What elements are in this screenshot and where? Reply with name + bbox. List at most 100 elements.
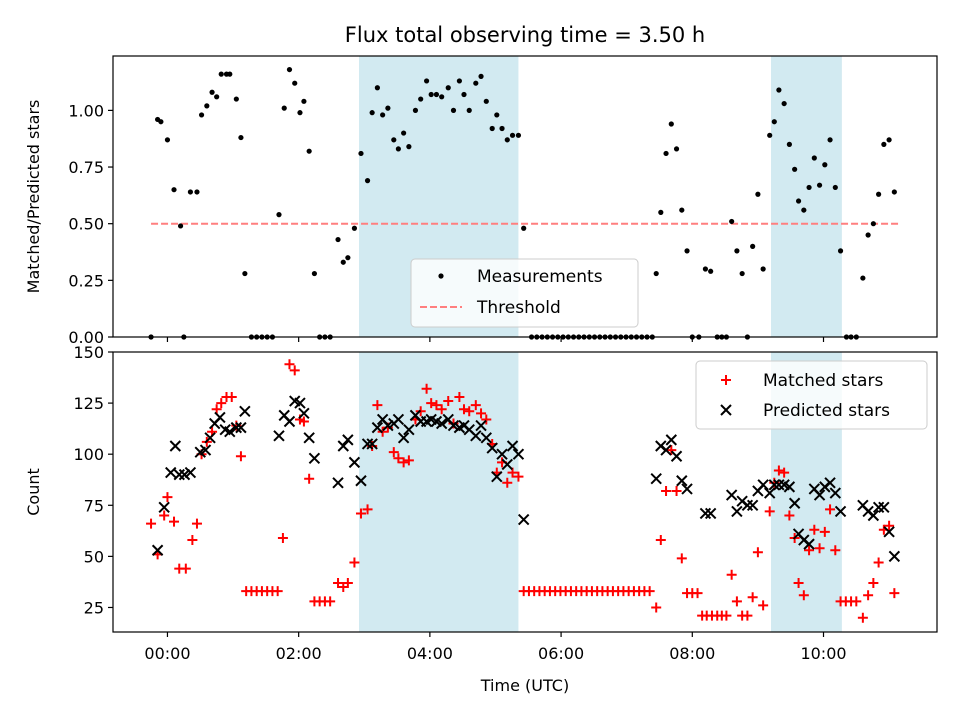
measurement-point xyxy=(876,191,882,197)
matched-star-point xyxy=(814,543,825,554)
measurement-point xyxy=(242,270,248,277)
predicted-star-point xyxy=(757,479,769,491)
legend-marker-measurements xyxy=(438,273,444,279)
matched-star-point xyxy=(773,465,784,476)
measurement-point xyxy=(445,85,451,91)
measurement-point xyxy=(311,270,318,277)
matched-star-point xyxy=(857,612,868,623)
predicted-star-point xyxy=(214,411,226,424)
matched-star-point xyxy=(779,467,790,478)
legend-marker-predicted xyxy=(720,404,732,416)
matched-star-point xyxy=(804,545,815,556)
predicted-star-point xyxy=(506,440,519,452)
predicted-star-point xyxy=(199,444,212,456)
measurement-point xyxy=(418,96,424,102)
measurement-point xyxy=(461,91,467,98)
chart-title: Flux total observing time = 3.50 h xyxy=(345,23,705,47)
measurement-point xyxy=(345,255,351,261)
y-axis-label: Count xyxy=(24,468,43,516)
predicted-star-point xyxy=(224,426,236,438)
measurement-point xyxy=(494,112,500,118)
predicted-star-point xyxy=(294,397,306,409)
measurement-point xyxy=(891,189,897,195)
matched-star-point xyxy=(349,557,360,568)
predicted-star-point xyxy=(517,513,530,526)
series-predicted-stars xyxy=(151,395,901,563)
predicted-star-point xyxy=(676,475,688,487)
predicted-star-point xyxy=(681,483,693,495)
predicted-star-point xyxy=(151,544,164,556)
y-tick-label: 25 xyxy=(84,598,104,617)
matched-star-point xyxy=(388,447,399,458)
measurement-point xyxy=(233,96,239,102)
measurement-point xyxy=(351,225,358,231)
measurement-point xyxy=(767,132,773,138)
matched-star-point xyxy=(502,477,513,488)
legend-box xyxy=(695,360,928,430)
measurement-point xyxy=(198,112,205,118)
matched-star-point xyxy=(284,359,295,370)
predicted-star-point xyxy=(303,432,315,444)
measurement-point xyxy=(238,134,244,141)
measurement-point xyxy=(286,66,293,73)
bottom-panel-counts: 25 50 75 100 125 150 00:00 02:00 04:00 06:00 08:00… xyxy=(24,343,938,695)
measurement-point xyxy=(750,243,756,249)
measurement-point xyxy=(734,248,740,254)
predicted-star-point xyxy=(371,421,384,434)
predicted-star-point xyxy=(298,407,310,420)
measurement-point xyxy=(792,166,798,172)
matched-star-point xyxy=(216,398,227,409)
matched-star-point xyxy=(235,451,246,462)
measurement-point xyxy=(380,112,386,118)
predicted-star-point xyxy=(392,413,405,426)
matched-star-point xyxy=(355,508,366,519)
axes-frame xyxy=(112,55,938,338)
legend-marker-matched xyxy=(721,375,731,385)
matched-star-point xyxy=(764,506,775,517)
predicted-star-point xyxy=(888,550,901,563)
measurement-point xyxy=(171,187,177,193)
measurement-point xyxy=(395,146,401,152)
matched-star-point xyxy=(454,391,465,402)
predicted-star-point xyxy=(397,432,410,444)
matched-star-point xyxy=(325,596,336,607)
matched-star-point xyxy=(644,586,655,597)
measurement-point xyxy=(423,78,430,84)
matched-star-point xyxy=(819,526,830,537)
measurement-point xyxy=(658,209,664,215)
y-tick-label: 125 xyxy=(73,394,104,413)
y-axis-label: Matched/Predicted stars xyxy=(24,100,43,294)
matched-star-point xyxy=(651,602,662,613)
x-tick-label: 02:00 xyxy=(276,644,322,663)
predicted-star-point xyxy=(883,526,895,538)
matched-star-point xyxy=(889,588,900,599)
y-tick-label: 150 xyxy=(73,343,104,362)
legend-label: Measurements xyxy=(477,267,603,287)
measurement-point xyxy=(702,266,709,272)
matched-star-point xyxy=(476,408,487,419)
y-tick-label: 0.00 xyxy=(68,328,104,347)
x-tick-label: 08:00 xyxy=(669,644,715,663)
legend-label: Threshold xyxy=(476,298,561,318)
predicted-star-point xyxy=(867,509,880,522)
measurement-point xyxy=(832,184,838,191)
predicted-star-point xyxy=(470,430,482,442)
measurement-point xyxy=(439,94,445,100)
measurement-point xyxy=(673,146,680,152)
predicted-star-point xyxy=(204,432,216,444)
measurement-point xyxy=(406,144,412,150)
matched-star-point xyxy=(851,596,862,607)
predicted-star-point xyxy=(834,505,847,518)
measurement-point xyxy=(433,91,440,98)
measurement-point xyxy=(881,141,887,147)
predicted-star-point xyxy=(337,440,349,452)
predicted-star-point xyxy=(361,438,374,450)
matched-star-point xyxy=(333,577,344,588)
predicted-star-point xyxy=(486,442,498,454)
matched-star-point xyxy=(676,553,687,564)
x-tick-label: 00:00 xyxy=(144,644,190,663)
measurement-point xyxy=(521,225,527,231)
predicted-star-point xyxy=(184,466,197,479)
predicted-star-point xyxy=(348,456,361,469)
